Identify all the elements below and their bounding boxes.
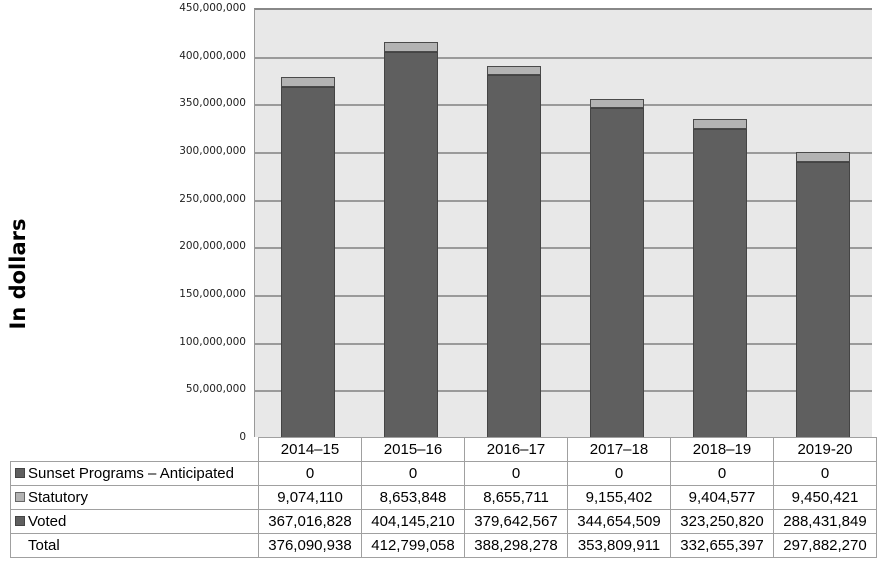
value-cell: 323,250,820 [670, 509, 774, 534]
row-label: Voted [28, 513, 67, 530]
gridline [255, 104, 872, 107]
y-tick-label: 200,000,000 [179, 240, 246, 253]
table-row-voted: Voted 367,016,828 404,145,210 379,642,567 34… [10, 509, 877, 534]
bar-segment-voted [589, 108, 644, 437]
y-tick-label: 350,000,000 [179, 97, 246, 110]
year-header: 2016–17 [464, 437, 568, 462]
legend-swatch-icon [15, 540, 25, 550]
value-cell: 9,074,110 [258, 485, 362, 510]
stacked-bar [280, 77, 335, 437]
legend-swatch-icon [15, 492, 25, 502]
y-tick-label: 100,000,000 [179, 335, 246, 348]
y-axis-ticks: 0 50,000,000 100,000,000 150,000,000 200,000… [120, 0, 246, 450]
y-tick-label: 450,000,000 [179, 2, 246, 14]
value-cell: 9,155,402 [567, 485, 671, 510]
plot-area [254, 8, 872, 437]
gridline [255, 295, 872, 297]
stacked-bar [692, 118, 747, 437]
value-cell: 0 [464, 461, 568, 486]
value-cell: 288,431,849 [773, 509, 877, 534]
bar-segment-statutory [280, 77, 335, 88]
gridline [255, 199, 872, 202]
year-header: 2018–19 [670, 437, 774, 462]
value-cell: 9,404,577 [670, 485, 774, 510]
bar-segment-statutory [692, 118, 747, 129]
stacked-bar [795, 152, 850, 437]
data-table: 2014–15 2015–16 2016–17 2017–18 2018–19 … [10, 437, 877, 558]
y-tick-label: 300,000,000 [179, 145, 246, 157]
bar-segment-voted [486, 75, 541, 437]
value-cell: 9,450,421 [773, 485, 877, 510]
value-cell: 0 [670, 461, 774, 486]
year-header: 2014–15 [258, 437, 362, 462]
bar-segment-statutory [383, 42, 438, 52]
y-tick-label: 0 [239, 431, 246, 443]
gridline [255, 247, 872, 250]
y-tick-label: 250,000,000 [179, 192, 246, 205]
table-header-row: 2014–15 2015–16 2016–17 2017–18 2018–19 … [10, 437, 877, 462]
value-cell: 404,145,210 [361, 509, 465, 534]
bar-segment-statutory [795, 152, 850, 163]
table-row-statutory: Statutory 9,074,110 8,653,848 8,655,711 9,15… [10, 485, 877, 510]
bar-segment-voted [280, 87, 335, 437]
stacked-bar [486, 65, 541, 437]
bar-segment-statutory [486, 65, 541, 76]
value-cell: 412,799,058 [361, 533, 465, 558]
bar-segment-voted [692, 128, 747, 437]
row-label: Sunset Programs – Anticipated [28, 465, 234, 482]
row-label: Statutory [28, 489, 89, 506]
gridline [255, 56, 872, 59]
value-cell: 388,298,278 [464, 533, 568, 558]
bar-segment-voted [795, 162, 850, 437]
stacked-bar [589, 98, 644, 437]
table-row-sunset-programs: Sunset Programs – Anticipated 0 0 0 0 0 0 [10, 461, 877, 486]
value-cell: 353,809,911 [567, 533, 671, 558]
legend-swatch-icon [15, 516, 25, 526]
legend-swatch-icon [15, 468, 25, 478]
stacked-bar [383, 42, 438, 437]
y-tick-label: 150,000,000 [179, 288, 246, 300]
year-header: 2017–18 [567, 437, 671, 462]
row-label: Total [28, 537, 60, 554]
row-label-cell: Total [10, 533, 259, 558]
y-axis-label: In dollars [6, 218, 30, 330]
row-label-cell: Voted [10, 509, 259, 534]
year-header: 2019-20 [773, 437, 877, 462]
row-label-cell: Sunset Programs – Anticipated [10, 461, 259, 486]
gridline [255, 152, 872, 154]
bar-segment-statutory [589, 98, 644, 109]
year-header: 2015–16 [361, 437, 465, 462]
gridline [255, 342, 872, 345]
value-cell: 379,642,567 [464, 509, 568, 534]
bar-segment-voted [383, 51, 438, 437]
value-cell: 376,090,938 [258, 533, 362, 558]
value-cell: 0 [567, 461, 671, 486]
row-label-cell: Statutory [10, 485, 259, 510]
value-cell: 0 [773, 461, 877, 486]
value-cell: 344,654,509 [567, 509, 671, 534]
value-cell: 332,655,397 [670, 533, 774, 558]
table-row-total: Total 376,090,938 412,799,058 388,298,278 35… [10, 533, 877, 558]
y-tick-label: 400,000,000 [179, 49, 246, 62]
value-cell: 8,653,848 [361, 485, 465, 510]
table-corner [10, 437, 259, 462]
y-tick-label: 50,000,000 [185, 383, 246, 396]
value-cell: 8,655,711 [464, 485, 568, 510]
gridline [255, 390, 872, 393]
value-cell: 0 [258, 461, 362, 486]
value-cell: 297,882,270 [773, 533, 877, 558]
value-cell: 367,016,828 [258, 509, 362, 534]
value-cell: 0 [361, 461, 465, 486]
